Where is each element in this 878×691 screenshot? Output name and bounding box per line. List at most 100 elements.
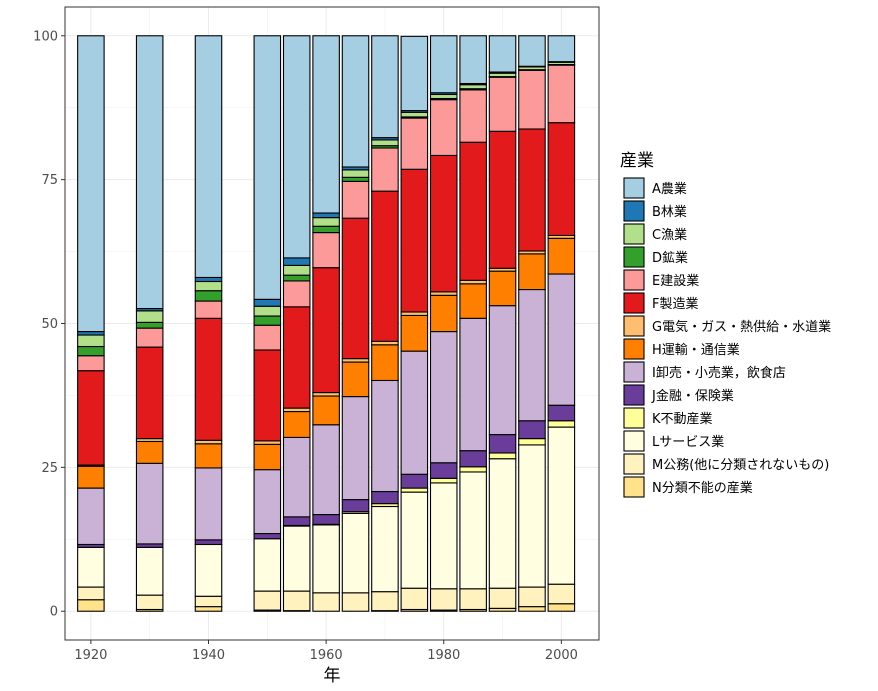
bar-segment: [429, 588, 458, 611]
bar-segment: [518, 288, 546, 422]
bar-segment: [488, 270, 517, 307]
bar-segment: [77, 334, 105, 348]
bar-segment: [253, 324, 282, 351]
bar-segment: [312, 35, 340, 214]
legend-item: E建設業: [623, 269, 699, 291]
bar-segment: [194, 317, 223, 441]
bar-segment: [488, 305, 517, 436]
bar-segment: [371, 505, 399, 593]
legend-label: J金融・保険業: [651, 388, 734, 404]
legend-item: I卸売・小売業，飲食店: [623, 361, 786, 383]
bar-segment: [429, 477, 458, 484]
legend-label: A農業: [652, 181, 687, 197]
legend-swatch: [623, 338, 645, 360]
bar-segment: [282, 35, 311, 259]
bar-segment: [135, 327, 164, 348]
bar-stack-1920: [77, 35, 105, 612]
bar-segment: [253, 35, 282, 300]
bar-segment: [194, 280, 223, 292]
bar-segment: [77, 345, 105, 357]
bar-segment: [518, 35, 546, 67]
bar-segment: [194, 300, 223, 319]
bar-segment: [371, 591, 399, 612]
bar-segment: [77, 599, 105, 612]
bar-segment: [135, 321, 164, 329]
legend-label: K不動産業: [652, 411, 713, 427]
x-tick-label: 1920: [74, 648, 107, 663]
x-tick-label: 1940: [192, 648, 225, 663]
legend-item: G電気・ガス・熱供給・水道業: [623, 315, 831, 337]
legend-swatch: [623, 384, 645, 406]
bar-segment: [459, 466, 487, 473]
bar-segment: [371, 147, 399, 192]
legend-label: D鉱業: [652, 250, 688, 266]
bar-segment: [253, 532, 282, 540]
y-tick-label: 25: [41, 461, 58, 476]
bar-segment: [459, 35, 487, 85]
y-axis: 0 25 50 75 100: [33, 29, 65, 620]
bar-segment: [77, 355, 105, 372]
bar-segment: [518, 606, 546, 612]
bar-segment: [135, 462, 164, 545]
bar-segment: [282, 264, 311, 276]
bar-segment: [77, 465, 105, 489]
bar-segment: [547, 404, 576, 422]
bar-segment: [547, 603, 576, 612]
legend-label: Lサービス業: [652, 434, 724, 450]
bar-stack-1995: [518, 35, 546, 612]
bar-segment: [518, 586, 546, 608]
bar-segment: [341, 396, 370, 501]
bar-segment: [518, 438, 546, 446]
legend-item: Lサービス業: [623, 430, 724, 452]
bar-segment: [400, 487, 429, 493]
legend-swatch: [623, 361, 645, 383]
bar-segment: [282, 306, 311, 409]
bar-segment: [253, 298, 282, 307]
bar-segment: [429, 462, 458, 479]
bar-segment: [341, 180, 370, 219]
bar-segment: [518, 420, 546, 440]
bar-segment: [312, 232, 340, 269]
bar-segment: [253, 538, 282, 592]
bar-segment: [341, 592, 370, 612]
bar-segment: [77, 370, 105, 466]
bar-stack-1950: [253, 35, 282, 612]
bar-segment: [194, 35, 223, 279]
bar-segment: [547, 237, 576, 275]
bar-stack-2000: [547, 35, 576, 612]
bar-segment: [253, 315, 282, 326]
bar-segment: [429, 331, 458, 464]
bar-segment: [341, 361, 370, 398]
bar-segment: [459, 471, 487, 590]
bar-stack-1985: [459, 35, 487, 612]
y-tick-label: 50: [41, 317, 58, 332]
bar-segment: [194, 443, 223, 469]
bar-segment: [371, 190, 399, 342]
bar-stack-1955: [282, 35, 311, 612]
legend-label: G電気・ガス・熱供給・水道業: [652, 319, 831, 335]
y-tick-label: 75: [41, 173, 58, 188]
legend-swatch: [623, 315, 645, 337]
bar-segment: [282, 274, 311, 282]
bar-segment: [400, 473, 429, 489]
bar-segment: [488, 434, 517, 454]
bar-segment: [400, 314, 429, 352]
legend-swatch: [623, 430, 645, 452]
bar-segment: [400, 111, 429, 118]
x-axis: 1920 1940 1960 1980 2000: [74, 640, 578, 663]
x-tick-label: 1980: [427, 648, 460, 663]
x-tick-label: 2000: [545, 648, 578, 663]
bar-segment: [341, 35, 370, 168]
bar-segment: [135, 440, 164, 464]
bar-segment: [282, 410, 311, 438]
bar-segment: [194, 543, 223, 597]
bar-segment: [341, 512, 370, 594]
bar-segment: [282, 516, 311, 527]
bar-segment: [429, 294, 458, 333]
legend-label: H運輸・通信業: [652, 342, 740, 358]
legend: 産業 A農業 B林業 C漁業 D鉱業 E建設業 F製造業 G電気・ガス・熱供給・水道業 H運輸…: [620, 151, 831, 498]
bar-segment: [194, 606, 223, 612]
bar-segment: [547, 426, 576, 585]
bar-segment: [488, 587, 517, 609]
